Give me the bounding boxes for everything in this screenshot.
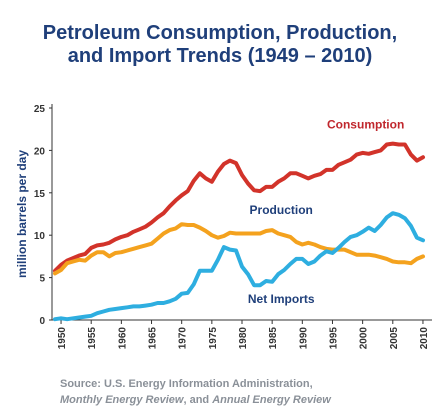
source-note: Source: U.S. Energy Information Administ…	[60, 376, 331, 408]
x-tick-label: 1980	[238, 327, 249, 350]
chart-title-line-1: Petroleum Consumption, Production,	[42, 22, 398, 44]
y-tick-label: 10	[34, 231, 46, 242]
source-line-2: Monthly Energy Review, and Annual Energy…	[60, 392, 331, 408]
series-line-net-imports	[53, 211, 425, 322]
y-tick-label: 20	[34, 146, 46, 157]
x-tick-label: 2000	[359, 327, 370, 350]
y-tick-label: 5	[39, 274, 45, 285]
y-tick-label: 15	[34, 189, 46, 200]
source-publication-2: Annual Energy Review	[212, 394, 331, 406]
source-publication-1: Monthly Energy Review	[60, 394, 184, 406]
x-tick-label: 1975	[208, 327, 219, 350]
x-tick-label: 1960	[117, 327, 128, 350]
x-tick-label: 2005	[389, 327, 400, 350]
series-label-consumption: Consumption	[327, 117, 404, 131]
y-tick-label: 0	[39, 316, 45, 327]
x-tick-label: 1990	[298, 327, 309, 350]
x-tick-label: 1950	[57, 327, 68, 350]
x-tick-label: 1965	[148, 327, 159, 350]
series-line-consumption	[53, 141, 425, 273]
series-line-production	[53, 222, 425, 276]
source-connector: , and	[183, 394, 213, 406]
chart-title: Petroleum Consumption, Production, and I…	[0, 22, 440, 68]
x-tick-label: 1955	[87, 327, 98, 350]
series-label-net-imports: Net Imports	[248, 292, 315, 306]
x-tick-label: 1970	[178, 327, 189, 350]
x-tick-label: 1985	[268, 327, 279, 350]
y-tick-label: 25	[34, 104, 46, 115]
x-tick-label: 1995	[328, 327, 339, 350]
source-line-1: Source: U.S. Energy Information Administ…	[60, 378, 313, 390]
series-label-production: Production	[250, 203, 313, 217]
chart-title-line-2: and Import Trends (1949 – 2010)	[67, 45, 373, 67]
x-tick-label: 2010	[419, 327, 430, 350]
